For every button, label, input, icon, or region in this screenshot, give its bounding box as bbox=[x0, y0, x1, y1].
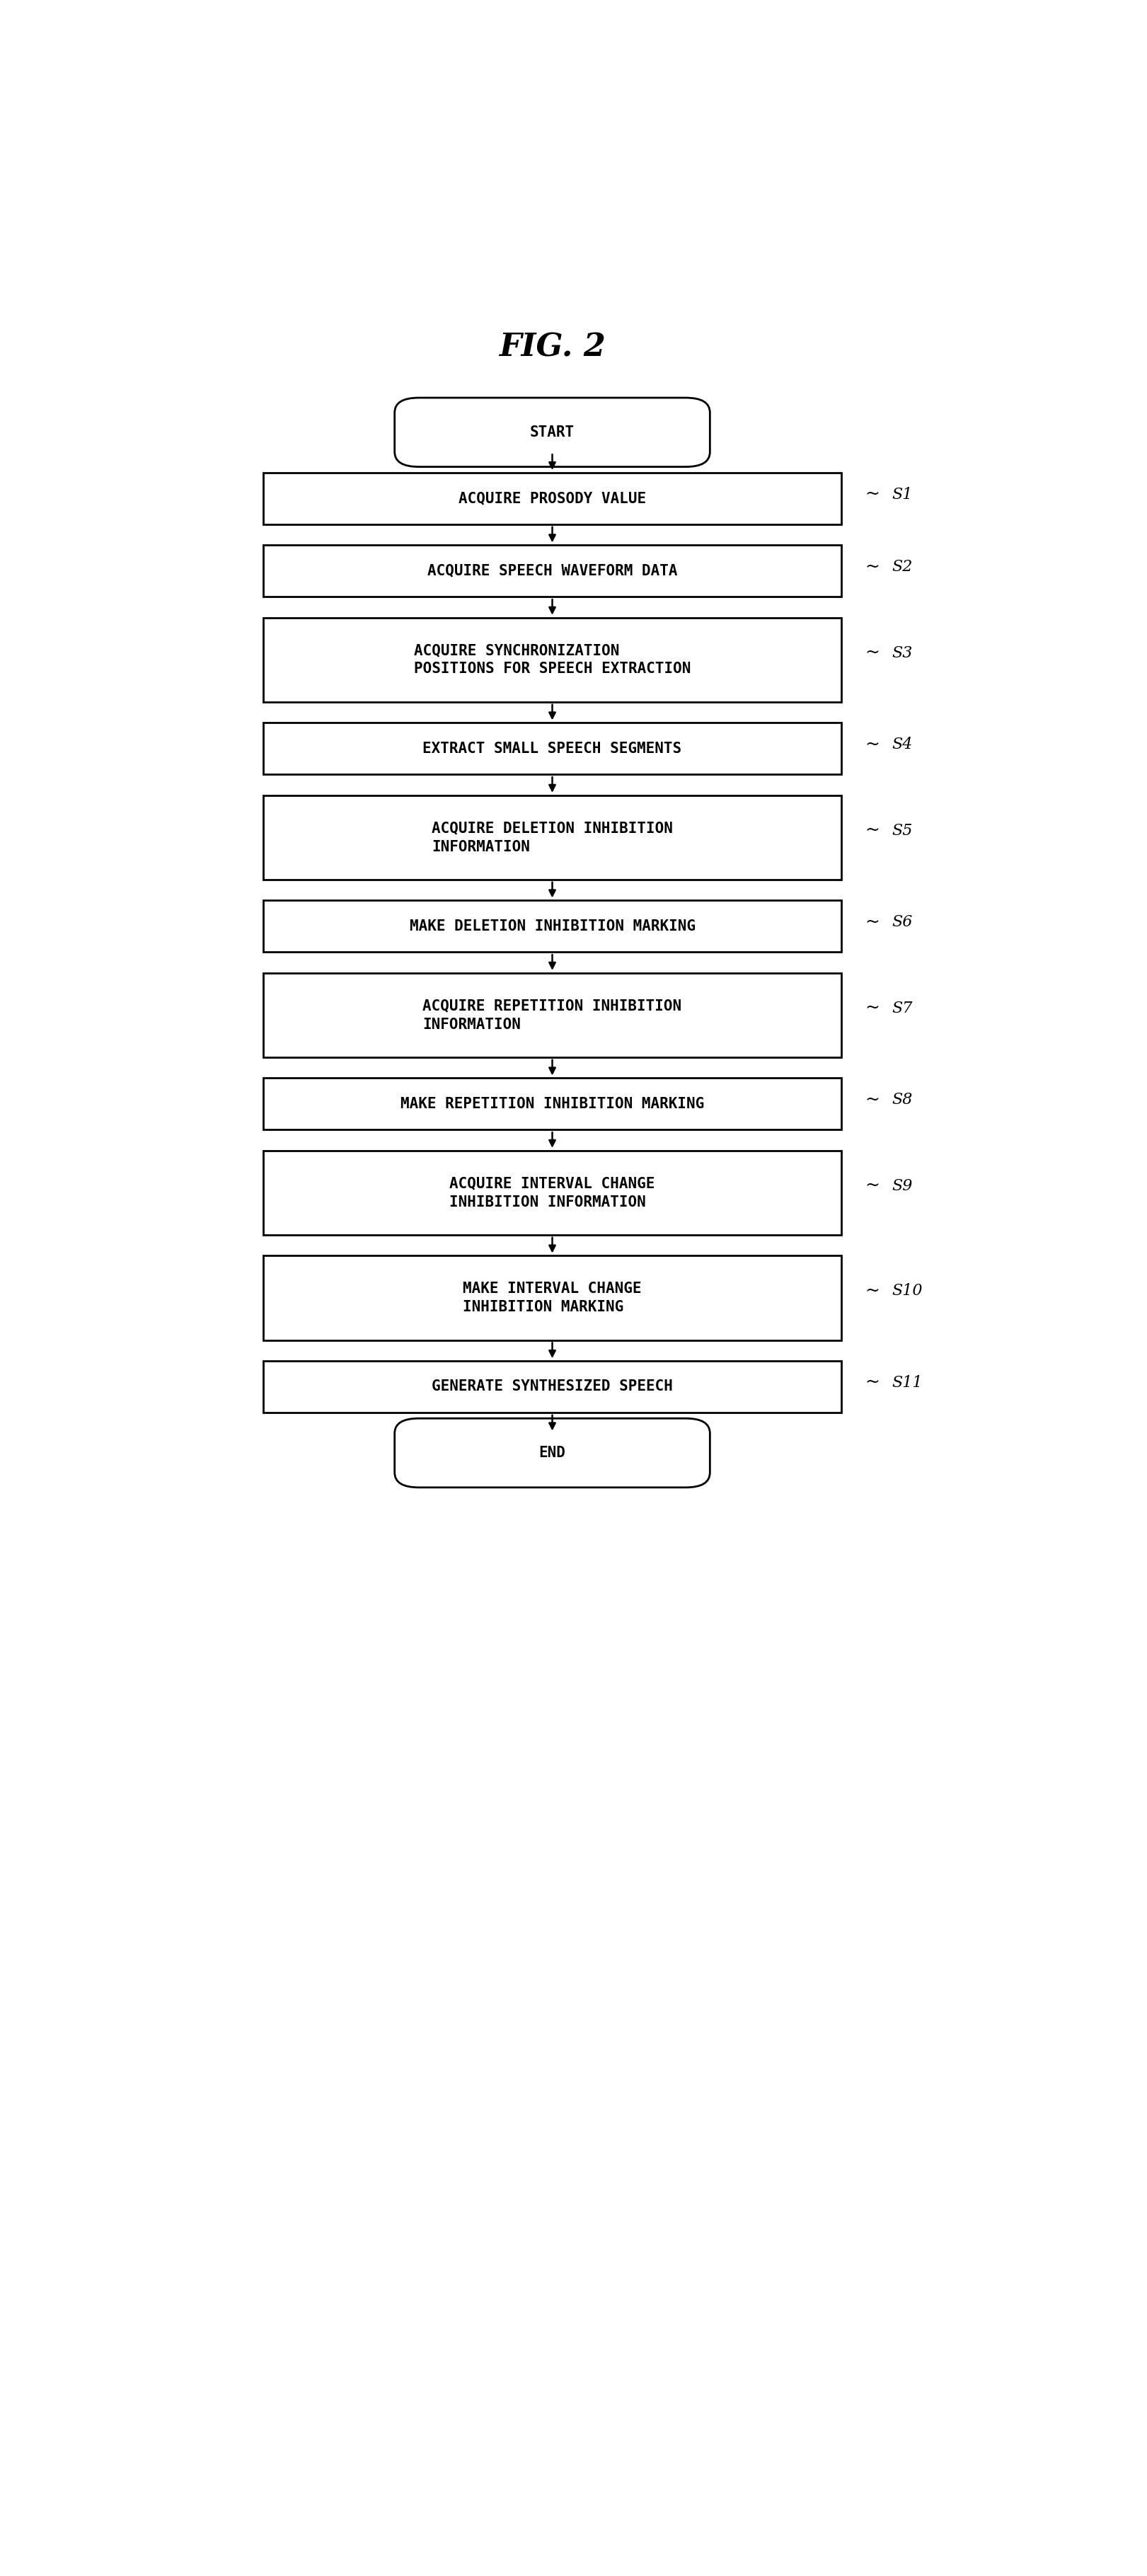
Bar bbox=[264, 618, 841, 703]
Bar bbox=[264, 1151, 841, 1234]
Text: ACQUIRE PROSODY VALUE: ACQUIRE PROSODY VALUE bbox=[459, 492, 646, 505]
Text: ~: ~ bbox=[865, 487, 880, 502]
Text: END: END bbox=[539, 1445, 565, 1461]
Text: ACQUIRE INTERVAL CHANGE
INHIBITION INFORMATION: ACQUIRE INTERVAL CHANGE INHIBITION INFOR… bbox=[450, 1177, 655, 1208]
Text: ~: ~ bbox=[865, 822, 880, 840]
Text: S8: S8 bbox=[892, 1092, 913, 1108]
Text: S6: S6 bbox=[892, 914, 913, 930]
Text: FIG. 2: FIG. 2 bbox=[499, 332, 606, 363]
Text: S1: S1 bbox=[892, 487, 913, 502]
FancyBboxPatch shape bbox=[395, 1419, 710, 1486]
Text: S5: S5 bbox=[892, 822, 913, 837]
Text: S4: S4 bbox=[892, 737, 913, 752]
Text: S3: S3 bbox=[892, 644, 913, 662]
Bar bbox=[264, 796, 841, 878]
Bar bbox=[264, 974, 841, 1056]
Bar bbox=[264, 724, 841, 775]
Text: ~: ~ bbox=[865, 644, 880, 662]
FancyBboxPatch shape bbox=[395, 397, 710, 466]
Text: ~: ~ bbox=[865, 914, 880, 930]
Text: ACQUIRE SYNCHRONIZATION
POSITIONS FOR SPEECH EXTRACTION: ACQUIRE SYNCHRONIZATION POSITIONS FOR SP… bbox=[414, 644, 690, 675]
Text: S2: S2 bbox=[892, 559, 913, 574]
Text: ACQUIRE SPEECH WAVEFORM DATA: ACQUIRE SPEECH WAVEFORM DATA bbox=[427, 564, 678, 577]
Text: MAKE INTERVAL CHANGE
INHIBITION MARKING: MAKE INTERVAL CHANGE INHIBITION MARKING bbox=[463, 1280, 641, 1314]
Text: ~: ~ bbox=[865, 1283, 880, 1298]
Text: ACQUIRE REPETITION INHIBITION
INFORMATION: ACQUIRE REPETITION INHIBITION INFORMATIO… bbox=[423, 999, 681, 1030]
Bar bbox=[264, 1360, 841, 1412]
Text: S9: S9 bbox=[892, 1177, 913, 1193]
Bar bbox=[264, 1077, 841, 1131]
Text: ACQUIRE DELETION INHIBITION
INFORMATION: ACQUIRE DELETION INHIBITION INFORMATION bbox=[431, 822, 673, 853]
Text: ~: ~ bbox=[865, 1092, 880, 1108]
Text: ~: ~ bbox=[865, 737, 880, 752]
Text: S10: S10 bbox=[892, 1283, 922, 1298]
Text: MAKE REPETITION INHIBITION MARKING: MAKE REPETITION INHIBITION MARKING bbox=[400, 1097, 704, 1110]
Bar bbox=[264, 1255, 841, 1340]
Text: S7: S7 bbox=[892, 999, 913, 1015]
Text: EXTRACT SMALL SPEECH SEGMENTS: EXTRACT SMALL SPEECH SEGMENTS bbox=[423, 742, 681, 755]
Text: ~: ~ bbox=[865, 1177, 880, 1195]
Text: START: START bbox=[530, 425, 575, 440]
Bar bbox=[264, 902, 841, 953]
Text: GENERATE SYNTHESIZED SPEECH: GENERATE SYNTHESIZED SPEECH bbox=[431, 1381, 673, 1394]
Text: ~: ~ bbox=[865, 1376, 880, 1391]
Bar bbox=[264, 546, 841, 598]
Text: ~: ~ bbox=[865, 559, 880, 574]
Text: MAKE DELETION INHIBITION MARKING: MAKE DELETION INHIBITION MARKING bbox=[409, 920, 695, 933]
Bar bbox=[264, 471, 841, 526]
Text: S11: S11 bbox=[892, 1376, 922, 1391]
Text: ~: ~ bbox=[865, 999, 880, 1018]
